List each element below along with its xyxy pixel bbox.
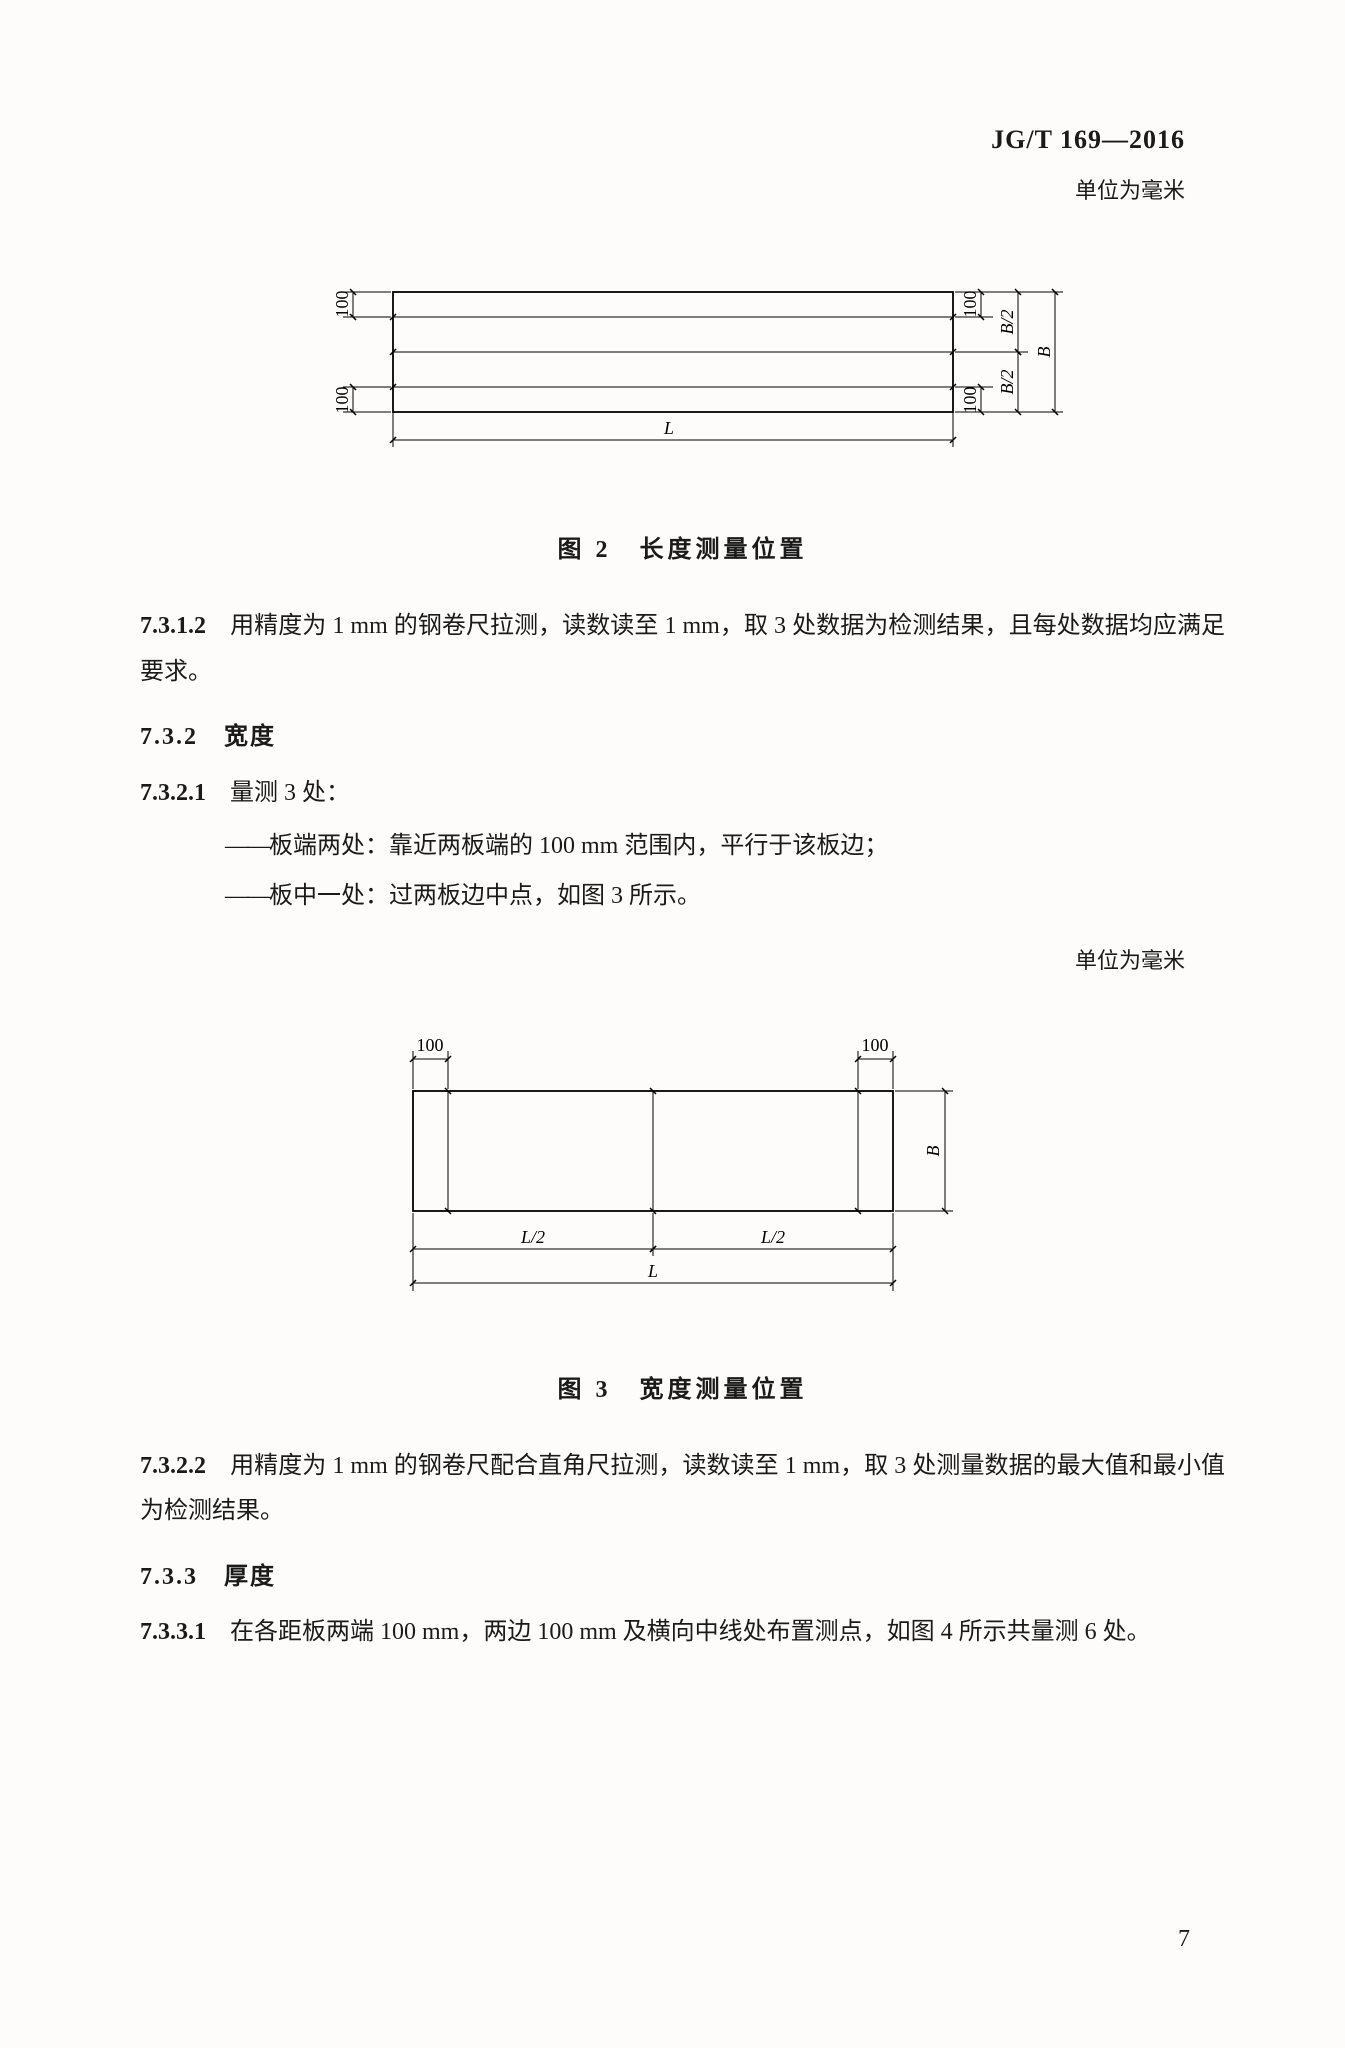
figure-3-caption: 图 3 宽度测量位置 [140,1368,1225,1414]
clause-text: 量测 3 处： [206,780,350,806]
clause-7-3-2-2: 7.3.2.2 用精度为 1 mm 的钢卷尺配合直角尺拉测，读数读至 1 mm，… [140,1444,1225,1535]
fig3-label-100-r: 100 [861,1035,888,1055]
figure-3-svg: 100 100 L/2 L/2 L B [303,1011,1063,1311]
fig2-label-100-br: 100 [960,386,980,413]
fig2-label-B: B [1034,346,1054,357]
fig3-label-100-l: 100 [416,1035,443,1055]
heading-num: 7.3.2 [140,724,198,750]
heading-title: 厚度 [198,1564,276,1590]
standard-code: JG/T 169—2016 [991,115,1185,164]
fig2-label-100-tl: 100 [332,290,352,317]
fig3-label-L: L [646,1261,657,1281]
fig3-label-L2a: L/2 [519,1227,544,1247]
clause-num: 7.3.2.1 [140,780,206,806]
fig3-label-L2b: L/2 [759,1227,784,1247]
fig2-label-100-bl: 100 [332,386,352,413]
unit-note-fig3: 单位为毫米 [140,940,1185,982]
clause-num: 7.3.2.2 [140,1453,206,1479]
clause-text: 在各距板两端 100 mm，两边 100 mm 及横向中线处布置测点，如图 4 … [206,1619,1151,1645]
heading-num: 7.3.3 [140,1564,198,1590]
list-item-text: 板中一处：过两板边中点，如图 3 所示。 [269,883,701,909]
heading-title: 宽度 [198,724,276,750]
figure-3: 100 100 L/2 L/2 L B [140,1011,1225,1328]
clause-7-3-2-1: 7.3.2.1 量测 3 处： [140,771,1225,817]
fig2-label-100-tr: 100 [960,290,980,317]
list-item-1: 板端两处：靠近两板端的 100 mm 范围内，平行于该板边； [225,824,1225,870]
list-item-text: 板端两处：靠近两板端的 100 mm 范围内，平行于该板边； [269,833,888,859]
fig2-label-B2a: B/2 [997,309,1017,334]
figure-2-svg: L 100 100 100 100 B/2 [273,242,1093,472]
fig3-label-B: B [923,1146,943,1157]
figure-2: L 100 100 100 100 B/2 [140,242,1225,489]
heading-7-3-2: 7.3.2 宽度 [140,715,1225,761]
page: JG/T 169—2016 单位为毫米 [0,0,1345,2048]
heading-7-3-3: 7.3.3 厚度 [140,1555,1225,1601]
clause-7-3-1-2: 7.3.1.2 用精度为 1 mm 的钢卷尺拉测，读数读至 1 mm，取 3 处… [140,604,1225,695]
clause-num: 7.3.1.2 [140,613,206,639]
clause-text: 用精度为 1 mm 的钢卷尺配合直角尺拉测，读数读至 1 mm，取 3 处测量数… [140,1453,1225,1525]
clause-7-3-3-1: 7.3.3.1 在各距板两端 100 mm，两边 100 mm 及横向中线处布置… [140,1610,1225,1656]
fig2-label-B2b: B/2 [997,369,1017,394]
page-number: 7 [1178,1917,1190,1963]
unit-note-fig2: 单位为毫米 [140,170,1185,212]
figure-2-caption: 图 2 长度测量位置 [140,528,1225,574]
fig2-label-L: L [662,418,673,438]
clause-text: 用精度为 1 mm 的钢卷尺拉测，读数读至 1 mm，取 3 处数据为检测结果，… [140,613,1225,685]
clause-num: 7.3.3.1 [140,1619,206,1645]
list-item-2: 板中一处：过两板边中点，如图 3 所示。 [225,874,1225,920]
